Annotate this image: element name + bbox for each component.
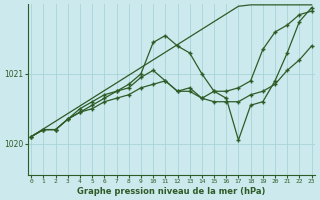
X-axis label: Graphe pression niveau de la mer (hPa): Graphe pression niveau de la mer (hPa) (77, 187, 266, 196)
